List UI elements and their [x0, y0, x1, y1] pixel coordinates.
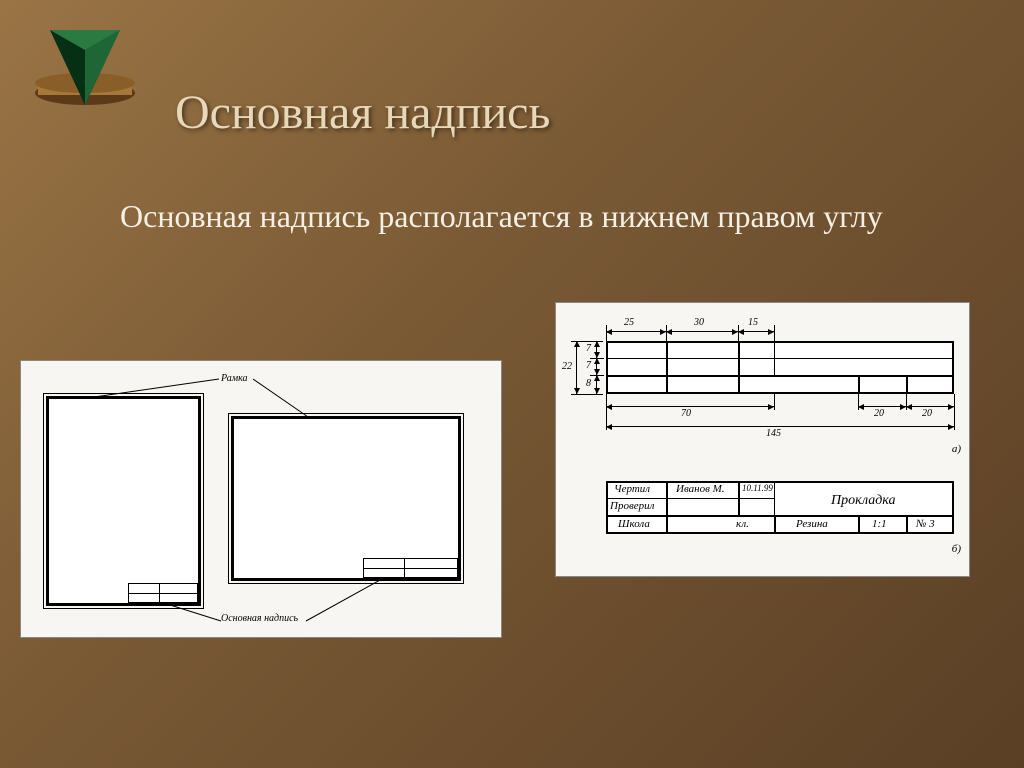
dim-70: 70: [681, 408, 691, 419]
dim-7b: 7: [586, 360, 591, 371]
cell-scale: 1:1: [872, 518, 887, 530]
dim-8: 8: [586, 378, 591, 389]
cell-kl: кл.: [736, 518, 749, 530]
cell-prokladka: Прокладка: [831, 493, 896, 509]
caption-label: Основная надпись: [221, 613, 298, 624]
cell-shkola: Школа: [618, 518, 650, 530]
dim-20b: 20: [922, 408, 932, 419]
dim-7a: 7: [586, 343, 591, 354]
cell-number: № 3: [916, 518, 935, 530]
dim-145: 145: [766, 428, 781, 439]
landscape-title-block: [363, 558, 458, 578]
cell-ivanov: Иванов М.: [676, 483, 725, 495]
portrait-title-block: [128, 583, 198, 603]
dim-25: 25: [624, 317, 634, 328]
left-diagram: Рамка Основная надпись: [20, 360, 502, 638]
bullet-gem-icon: [20, 15, 150, 145]
dim-15: 15: [748, 317, 758, 328]
cell-date: 10.11.99: [742, 483, 773, 493]
slide-title: Основная надпись: [175, 85, 550, 140]
portrait-frame: [46, 396, 201, 606]
dim-30: 30: [694, 317, 704, 328]
slide-subtitle: Основная надпись располагается в нижнем …: [120, 195, 920, 238]
cell-material: Резина: [796, 518, 828, 530]
dim-22: 22: [562, 361, 572, 372]
cell-proveril: Проверил: [610, 500, 654, 512]
block-a-outline: [606, 341, 954, 394]
variant-a-label: а): [952, 443, 961, 455]
dim-20a: 20: [874, 408, 884, 419]
block-b-outline: [606, 481, 954, 534]
landscape-frame: [231, 416, 461, 581]
right-diagram: 25 30 15 7 7 8 22 70 20 20 145 а) Чертил…: [555, 302, 970, 577]
variant-b-label: б): [952, 543, 961, 555]
cell-chertil: Чертил: [614, 483, 650, 495]
